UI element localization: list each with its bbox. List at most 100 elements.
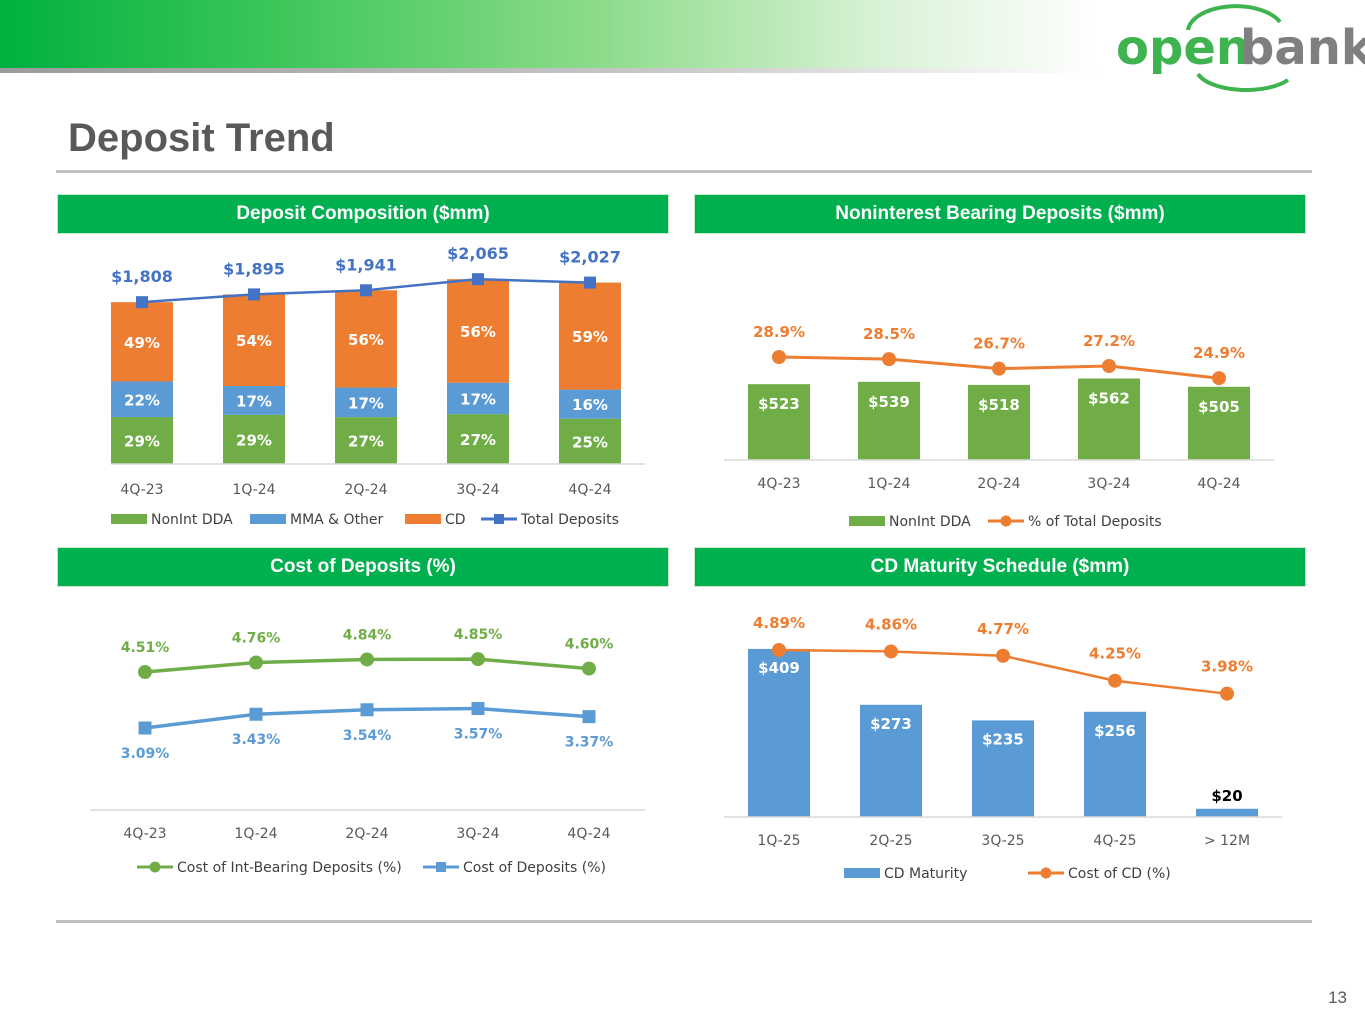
bar-segment [559, 282, 621, 390]
bar-data-label: 27% [348, 433, 384, 451]
logo-swoosh-top [1186, 4, 1282, 31]
int-bearing-cost-marker [471, 652, 485, 667]
bar-data-label: 27% [460, 431, 496, 449]
bar-data-label: $523 [758, 395, 800, 413]
x-tick-label: 4Q-23 [123, 826, 166, 842]
bar-data-label: $256 [1094, 722, 1136, 740]
legend-marker [494, 514, 504, 524]
bar-data-label: $539 [868, 393, 910, 411]
cd-cost-marker [884, 644, 898, 659]
legend-marker [1040, 867, 1052, 879]
pct-total-marker [882, 352, 896, 367]
pct-total-label: 24.9% [1193, 344, 1245, 362]
cd-cost-marker [1220, 686, 1234, 701]
legend-label: % of Total Deposits [1028, 514, 1162, 530]
header-gradient-band [0, 0, 1100, 68]
bar-data-label: 17% [236, 392, 272, 410]
bar-data-label: 25% [572, 433, 608, 451]
bar-segment [111, 302, 173, 382]
int-bearing-cost-label: 4.51% [121, 640, 170, 656]
bar-segment [559, 389, 621, 419]
total-deposits-marker [472, 273, 484, 286]
bar-segment [223, 414, 285, 464]
x-tick-label: 2Q-24 [977, 476, 1020, 492]
int-bearing-cost-label: 4.60% [565, 637, 614, 653]
x-tick-label: 2Q-24 [345, 826, 388, 842]
pct-total-marker [1102, 359, 1116, 374]
deposit-cost-label: 3.37% [565, 735, 614, 751]
title-divider [56, 170, 1312, 173]
bar [860, 704, 922, 817]
legend-swatch [849, 516, 885, 526]
total-deposits-label: $1,941 [335, 255, 397, 274]
legend-marker [436, 862, 446, 872]
deposit-cost-marker [471, 702, 485, 716]
legend-swatch [405, 514, 441, 524]
cd-cost-label: 4.86% [865, 615, 917, 633]
bar-data-label: 29% [236, 431, 272, 449]
panel-title-deposit-composition: Deposit Composition ($mm) [57, 194, 669, 234]
legend-marker [149, 861, 161, 873]
x-tick-label: 4Q-24 [567, 826, 610, 842]
deposit-cost-label: 3.57% [454, 727, 503, 743]
cost-of-deposits-chart: 4.51% 4.76% 4.84% 4.85% 4.60% 3.09% 3.43% 3.54%… [90, 627, 645, 876]
bar-data-label: 17% [348, 394, 384, 412]
legend-label: MMA & Other [290, 512, 384, 528]
deposit-cost-label: 3.09% [121, 746, 170, 762]
total-deposits-label: $1,808 [111, 267, 173, 286]
bar-data-label: 17% [460, 390, 496, 408]
pct-total-marker [992, 361, 1006, 376]
bar [748, 384, 810, 460]
bar [968, 384, 1030, 460]
total-deposits-marker [584, 276, 596, 289]
x-tick-label: 1Q-24 [232, 482, 275, 498]
deposit-cost-label: 3.43% [232, 732, 281, 748]
bar [858, 381, 920, 460]
x-tick-label: 3Q-25 [981, 833, 1024, 849]
deposit-cost-marker [249, 707, 263, 721]
x-tick-label: 3Q-24 [456, 482, 499, 498]
bar-segment [223, 385, 285, 415]
x-tick-label: 3Q-24 [1087, 476, 1130, 492]
cd-cost-marker [1108, 673, 1122, 688]
bar-data-label: $409 [758, 659, 800, 677]
int-bearing-cost-label: 4.84% [343, 627, 392, 643]
x-tick-label: 4Q-24 [568, 482, 611, 498]
deposit-cost-marker [360, 703, 374, 717]
total-deposits-label: $2,065 [447, 244, 509, 263]
bar-data-label: $235 [982, 730, 1024, 748]
bar-data-label: $20 [1211, 787, 1242, 805]
deposit-cost-marker [582, 710, 596, 724]
bar-data-label: 54% [236, 332, 272, 350]
pct-total-label: 27.2% [1083, 332, 1135, 350]
int-bearing-cost-marker [249, 655, 263, 670]
legend-swatch [844, 868, 880, 878]
bar-data-label: $518 [978, 396, 1020, 414]
bar-segment [111, 381, 173, 418]
pct-total-label: 28.5% [863, 325, 915, 343]
bar-segment [223, 294, 285, 386]
legend-label: Cost of Deposits (%) [463, 860, 606, 876]
bar-data-label: $562 [1088, 390, 1130, 408]
int-bearing-cost-marker [360, 652, 374, 667]
bar-data-label: 56% [348, 331, 384, 349]
x-tick-label: 1Q-24 [234, 826, 277, 842]
bar-data-label: 49% [124, 334, 160, 352]
total-deposits-marker [360, 284, 372, 297]
legend-marker [1000, 515, 1012, 527]
x-tick-label: 2Q-24 [344, 482, 387, 498]
x-tick-label: 4Q-23 [120, 482, 163, 498]
x-tick-label: 4Q-23 [757, 476, 800, 492]
x-tick-label: 3Q-24 [456, 826, 499, 842]
legend-swatch [111, 514, 147, 524]
bar-segment [335, 290, 397, 388]
pct-total-marker [1212, 371, 1226, 386]
bar-segment [447, 279, 509, 383]
bar-segment [447, 414, 509, 464]
bar [1078, 378, 1140, 460]
int-bearing-cost-label: 4.85% [454, 627, 503, 643]
cd-maturity-chart: $409 $273 $235 $256 $20 4.89% 4.86% 4.77% 4.25% 3… [724, 614, 1282, 882]
logo-bank-text: bank [1240, 20, 1365, 76]
x-tick-label: 4Q-25 [1093, 833, 1136, 849]
bar-segment [447, 382, 509, 415]
